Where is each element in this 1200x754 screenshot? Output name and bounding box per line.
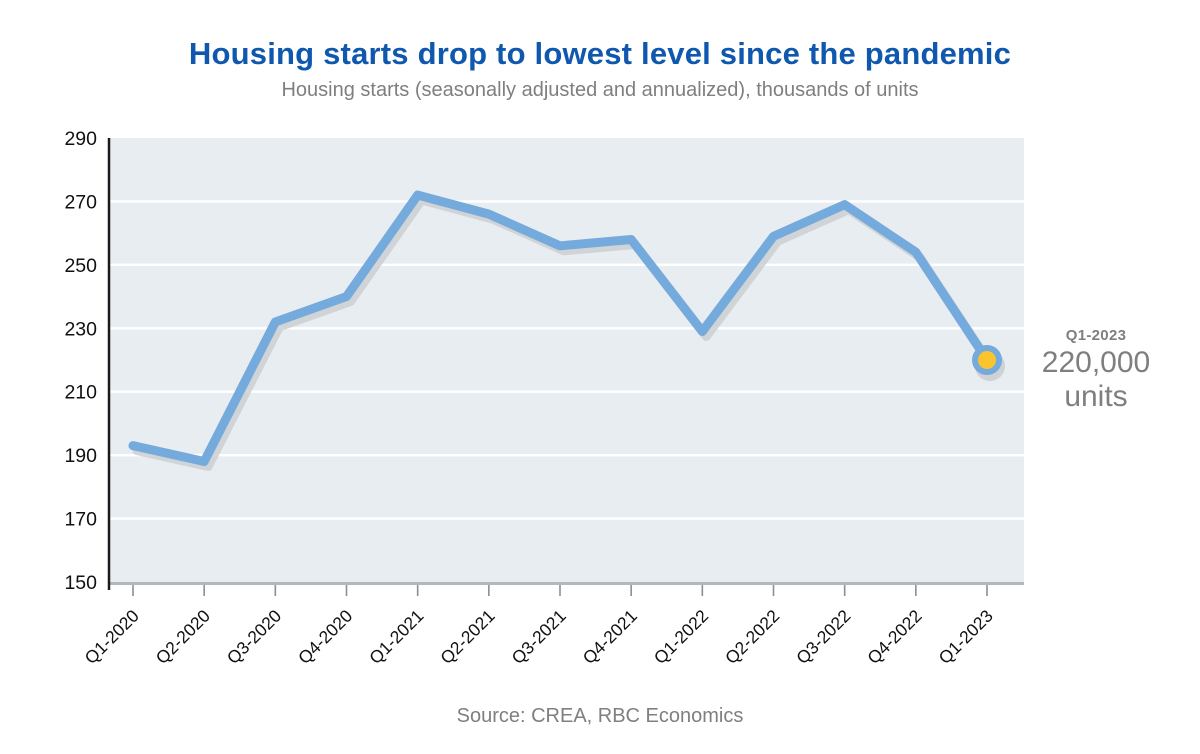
y-axis-label: 190 [64, 445, 97, 467]
x-axis-label: Q1-2021 [365, 606, 427, 668]
x-axis-label: Q1-2022 [650, 606, 712, 668]
plot-area [110, 138, 1024, 582]
source-note: Source: CREA, RBC Economics [456, 705, 744, 727]
x-axis-label: Q3-2022 [792, 606, 854, 668]
endpoint-marker [972, 345, 1002, 375]
x-axis-label: Q4-2021 [579, 606, 641, 668]
x-axis-label: Q4-2022 [863, 606, 925, 668]
x-axis-label: Q1-2023 [935, 606, 997, 668]
y-axis-label: 170 [64, 509, 97, 531]
chart-title: Housing starts drop to lowest level sinc… [188, 36, 1012, 71]
annotation-unit: units [1064, 380, 1128, 413]
chart-subtitle: Housing starts (seasonally adjusted and … [281, 79, 919, 101]
x-axis-label: Q4-2020 [294, 606, 356, 668]
y-axis-label: 250 [64, 255, 97, 277]
x-axis-label: Q3-2021 [508, 606, 570, 668]
x-axis-label: Q1-2020 [81, 606, 143, 668]
annotation-period: Q1-2023 [1065, 327, 1127, 344]
annotation-callout: Q1-2023 220,000 units [1026, 327, 1166, 414]
y-axis-label: 230 [64, 318, 97, 340]
x-axis-label: Q2-2022 [721, 606, 783, 668]
y-axis-label: 290 [64, 128, 97, 150]
y-axis-label: 270 [64, 191, 97, 213]
data-line [128, 190, 992, 466]
y-axis-label: 210 [64, 382, 97, 404]
x-axis-label: Q2-2021 [436, 606, 498, 668]
x-axis-label: Q3-2020 [223, 606, 285, 668]
y-axis-label: 150 [64, 572, 97, 594]
x-axis-label: Q2-2020 [152, 606, 214, 668]
annotation-value: 220,000 [1041, 346, 1151, 379]
